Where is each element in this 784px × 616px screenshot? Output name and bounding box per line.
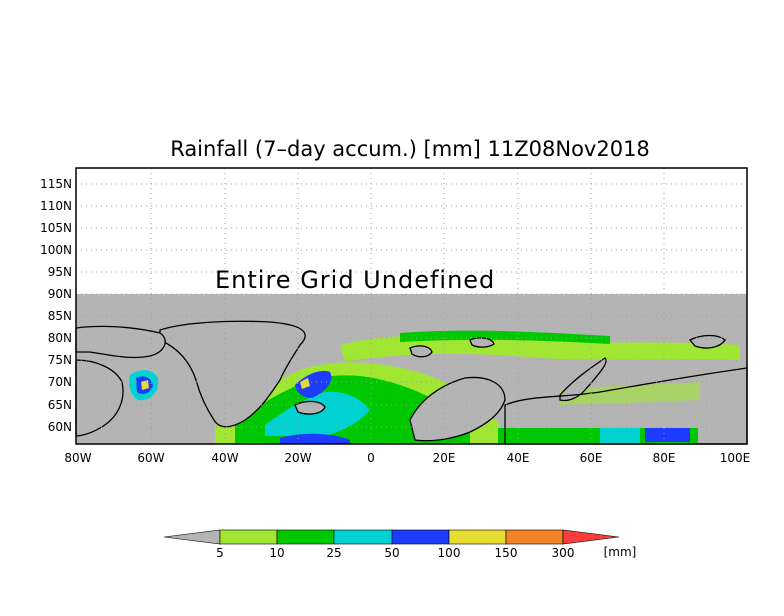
rain-south-blue [280,433,350,444]
lat-label: 85N [48,309,72,323]
rain-band-north [400,330,610,344]
legend-label: 50 [384,546,399,560]
canada-arctic-coast [75,325,166,359]
legend-bin-5 [219,529,278,545]
map-frame [75,167,748,445]
svalbard-coast [409,345,433,358]
lat-label: 90N [48,287,72,301]
legend-label: 25 [326,546,341,560]
legend-bin-25 [333,529,393,545]
novaya-zemlya-coast [559,357,607,402]
legend-units: [mm] [604,545,637,559]
rain-south-strip-cyan [600,428,640,444]
legend-bin-50 [391,529,450,545]
rain-band-arctic [340,335,740,362]
rain-siberia-green [560,382,700,405]
legend-high-triangle [562,529,620,545]
greenland-coast [159,320,306,428]
lat-label: 65N [48,398,72,412]
lon-label: 40E [507,451,530,465]
baffin-coast [75,359,124,437]
lat-label: 70N [48,375,72,389]
lat-axis: 115N 110N 105N 100N 95N 90N 85N 80N 75N … [40,177,72,434]
legend-bin-10 [276,529,335,545]
rain-atlantic-cyan [265,391,370,436]
color-legend: 5 10 25 50 100 150 300 [mm] [163,529,637,560]
iceland-coast [294,400,326,415]
lon-label: 80E [653,451,676,465]
undefined-notice: Entire Grid Undefined [215,266,495,294]
legend-label: 300 [552,546,575,560]
lat-label: 80N [48,331,72,345]
legend-label: 100 [438,546,461,560]
lon-label: 100E [720,451,751,465]
lon-label: 60W [137,451,164,465]
severnaya-zemlya-coast [688,334,726,349]
siberia-coast [504,367,748,445]
lon-label: 40W [211,451,238,465]
rain-atlantic-blue [295,370,332,398]
rain-south-strip-blue [645,428,690,442]
lat-label: 75N [48,353,72,367]
legend-bin-150 [505,529,564,545]
rain-atlantic-yellow [300,378,310,389]
graticule [76,168,747,444]
lon-axis: 80W 60W 40W 20W 0 20E 40E 60E 80E 100E [64,451,750,465]
coastlines [75,320,748,445]
map-title: Rainfall (7–day accum.) [mm] 11Z08Nov201… [170,137,650,161]
lon-label: 0 [367,451,375,465]
legend-bin-100 [448,529,507,545]
lon-label: 80W [64,451,91,465]
lon-label: 20E [433,451,456,465]
legend-label: 150 [495,546,518,560]
lon-label: 60E [580,451,603,465]
franz-josef-coast [469,337,495,348]
lon-label: 20W [284,451,311,465]
lat-label: 95N [48,265,72,279]
legend-low-triangle [163,529,221,545]
lat-label: 105N [40,221,72,235]
scandinavia-coast [409,376,506,442]
lat-label: 110N [40,199,72,213]
lat-label: 115N [40,177,72,191]
lat-label: 60N [48,420,72,434]
legend-label: 10 [269,546,284,560]
lat-label: 100N [40,243,72,257]
legend-label: 5 [216,546,224,560]
